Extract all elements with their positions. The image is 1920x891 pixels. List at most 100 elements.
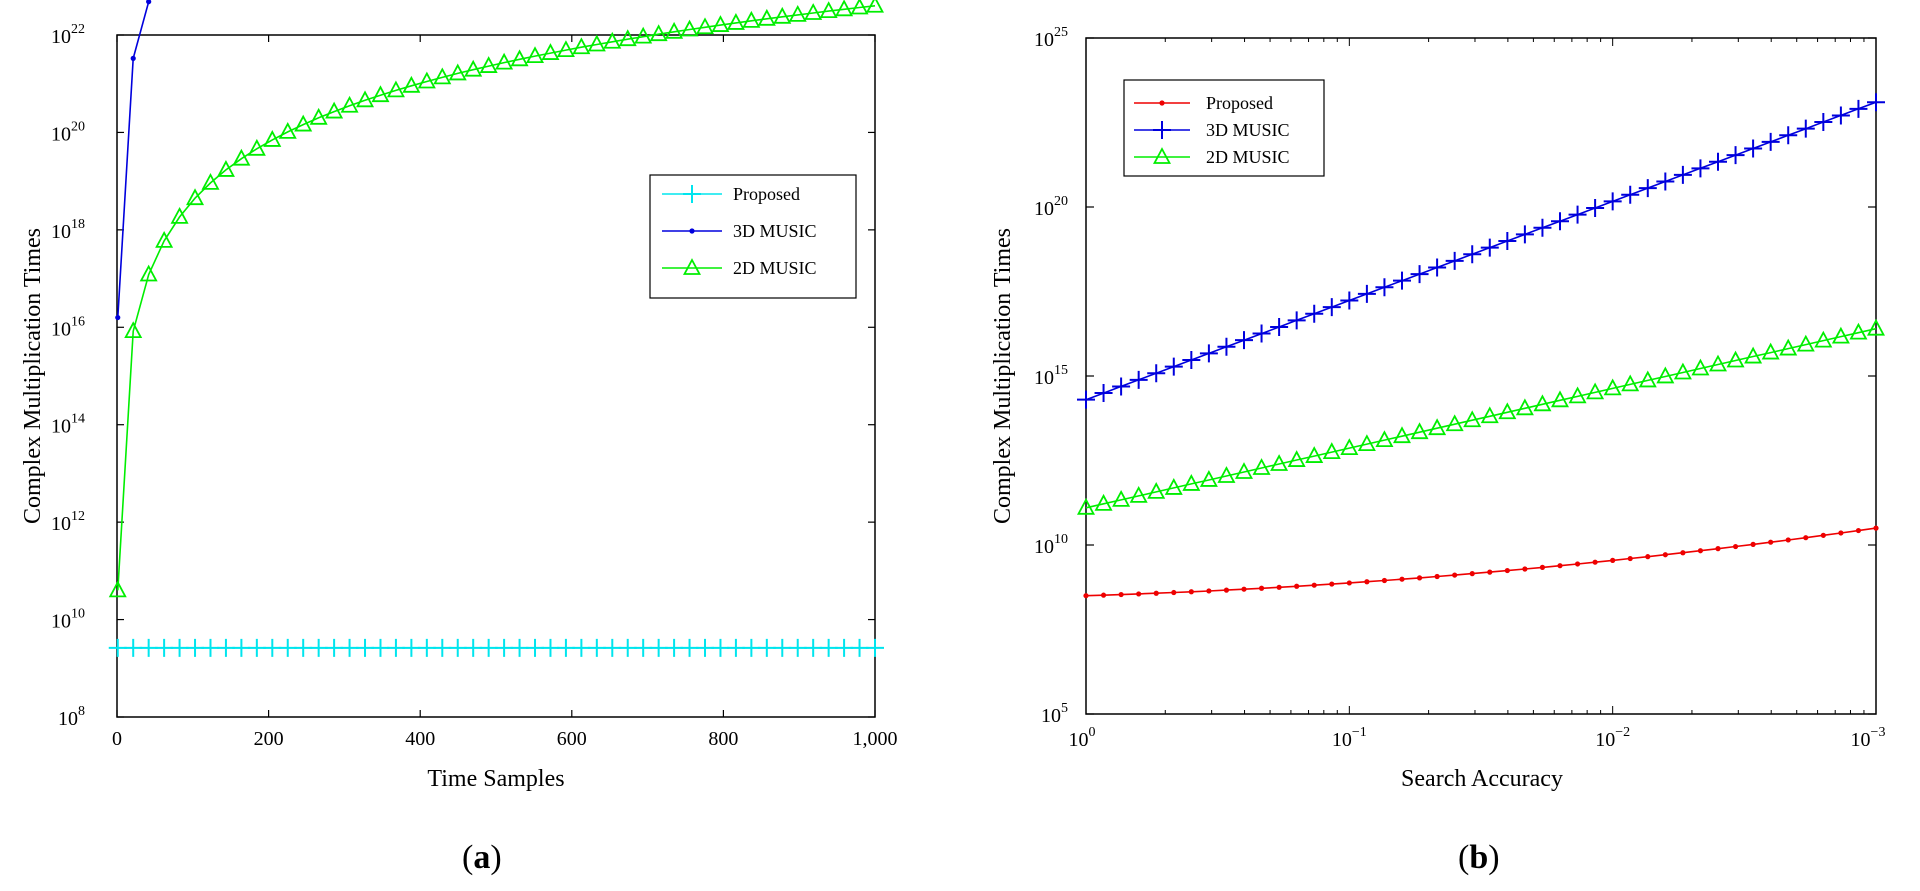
data-point-b-3d-music <box>1744 139 1763 158</box>
data-point-b-2d-music <box>1164 478 1183 495</box>
data-point-b-2d-music <box>1305 446 1324 463</box>
data-point-a-proposed <box>572 638 591 657</box>
legend-box-a <box>649 174 857 299</box>
x-tick-label-b-exponent: −3 <box>1871 725 1886 740</box>
y-tick-label-a-base: 10 <box>51 611 71 633</box>
data-point-b-3d-music <box>1410 265 1429 284</box>
data-point-a-3d-music <box>130 55 136 61</box>
y-tick-label-b-exponent: 10 <box>1054 532 1068 547</box>
data-point-a-2d-music <box>216 160 235 177</box>
data-point-b-3d-music <box>1761 132 1780 151</box>
data-point-b-proposed <box>1539 564 1546 570</box>
data-point-b-proposed <box>1452 572 1458 578</box>
data-point-a-2d-music <box>294 114 313 132</box>
data-point-b-2d-music <box>1586 382 1605 400</box>
data-point-a-proposed <box>155 638 174 657</box>
y-tick-label-a: 1016 <box>51 314 85 340</box>
data-point-b-2d-music <box>1375 430 1394 448</box>
data-point-b-3d-music <box>1199 344 1218 363</box>
plot-frame-a <box>116 34 876 718</box>
data-point-b-2d-music <box>1638 370 1657 388</box>
chart-panel-a: 0 200 400 600 800 1,0001081010101210141016101… <box>20 0 898 876</box>
data-point-b-2d-music <box>1708 354 1728 372</box>
data-point-a-proposed <box>742 638 761 657</box>
data-point-a-2d-music <box>371 85 390 103</box>
data-point-b-2d-music <box>1568 386 1587 404</box>
data-point-b-3d-music <box>1077 390 1095 409</box>
data-point-b-2d-music <box>1182 474 1201 491</box>
data-point-b-2d-music <box>1761 342 1780 360</box>
data-point-b-3d-music <box>1287 311 1306 330</box>
data-point-b-proposed <box>1820 532 1826 538</box>
data-point-b-2d-music <box>1550 390 1570 408</box>
data-point-b-proposed <box>1364 579 1370 585</box>
data-point-b-2d-music <box>1147 481 1166 499</box>
legend-marker-a-proposed <box>683 185 701 203</box>
data-point-a-proposed <box>216 638 235 657</box>
data-point-a-proposed <box>665 638 684 657</box>
x-tick-label-b: 10−2 <box>1595 725 1630 751</box>
data-point-b-2d-music <box>1410 422 1429 440</box>
data-point-b-proposed <box>1241 586 1247 592</box>
data-point-a-proposed <box>479 638 498 657</box>
legend-marker-b-2d-music <box>1152 147 1172 164</box>
legend-label-a-2d-music: 2D MUSIC <box>733 258 817 278</box>
x-tick-label-b-base: 10 <box>1069 729 1089 751</box>
panel-caption-b: (b) <box>1458 839 1500 876</box>
legend-box-b <box>1123 79 1325 177</box>
data-point-a-2d-music <box>773 6 792 24</box>
data-point-b-proposed <box>1223 587 1230 593</box>
data-point-b-3d-music <box>1164 357 1183 376</box>
data-point-a-proposed <box>294 638 313 657</box>
panel-letter-a: a <box>473 839 490 876</box>
data-point-b-3d-music <box>1796 119 1815 138</box>
data-point-a-proposed <box>247 638 266 657</box>
data-point-a-2d-music <box>278 121 297 139</box>
y-tick-label-a: 1010 <box>51 607 85 633</box>
data-point-a-2d-music <box>402 75 421 93</box>
data-point-b-2d-music <box>1287 450 1306 467</box>
y-tick-label-b-exponent: 5 <box>1061 701 1068 716</box>
data-point-b-3d-music <box>1112 377 1131 396</box>
y-tick-label-a: 1022 <box>51 22 85 48</box>
data-point-a-2d-music <box>479 56 498 73</box>
data-point-a-2d-music <box>742 10 761 28</box>
data-point-b-3d-music <box>1568 205 1587 224</box>
data-point-b-2d-music <box>1094 493 1113 511</box>
data-point-b-2d-music <box>1533 394 1552 412</box>
data-point-a-proposed <box>850 638 869 657</box>
data-point-a-proposed <box>618 638 637 657</box>
y-tick-label-a: 1020 <box>51 119 85 145</box>
data-point-b-3d-music <box>1340 291 1359 310</box>
legend-marker-a-3d-music <box>689 228 695 234</box>
data-point-b-2d-music <box>1217 466 1236 483</box>
data-point-b-3d-music <box>1217 337 1236 356</box>
y-tick-label-a: 1012 <box>51 509 85 535</box>
data-point-b-2d-music <box>1252 458 1271 475</box>
y-tick-label-b-base: 10 <box>1034 367 1054 389</box>
data-point-a-2d-music <box>263 130 282 147</box>
data-point-a-2d-music <box>788 4 807 22</box>
data-point-a-proposed <box>495 638 514 657</box>
data-point-b-proposed <box>1100 592 1107 598</box>
data-point-a-proposed <box>804 638 823 657</box>
y-tick-label-a-base: 10 <box>51 513 71 535</box>
data-point-a-2d-music <box>124 321 143 339</box>
data-point-a-2d-music <box>649 24 668 42</box>
data-point-a-2d-music <box>757 8 776 26</box>
data-point-b-proposed <box>1838 530 1844 536</box>
y-tick-label-b: 1010 <box>1034 532 1068 558</box>
data-point-b-3d-music <box>1638 179 1657 198</box>
data-point-a-2d-music <box>448 63 467 81</box>
data-point-b-proposed <box>1118 591 1124 598</box>
data-point-b-proposed <box>1662 552 1668 558</box>
data-point-a-2d-music <box>170 206 189 224</box>
data-point-a-2d-music <box>556 40 575 58</box>
data-point-a-proposed <box>278 638 297 657</box>
x-tick-label-b: 10−1 <box>1332 725 1367 751</box>
data-point-a-proposed <box>711 638 730 657</box>
y-tick-label-b-base: 10 <box>1041 705 1061 727</box>
data-point-a-2d-music <box>386 80 405 98</box>
data-point-b-proposed <box>1399 576 1405 582</box>
data-point-a-2d-music <box>865 0 885 13</box>
